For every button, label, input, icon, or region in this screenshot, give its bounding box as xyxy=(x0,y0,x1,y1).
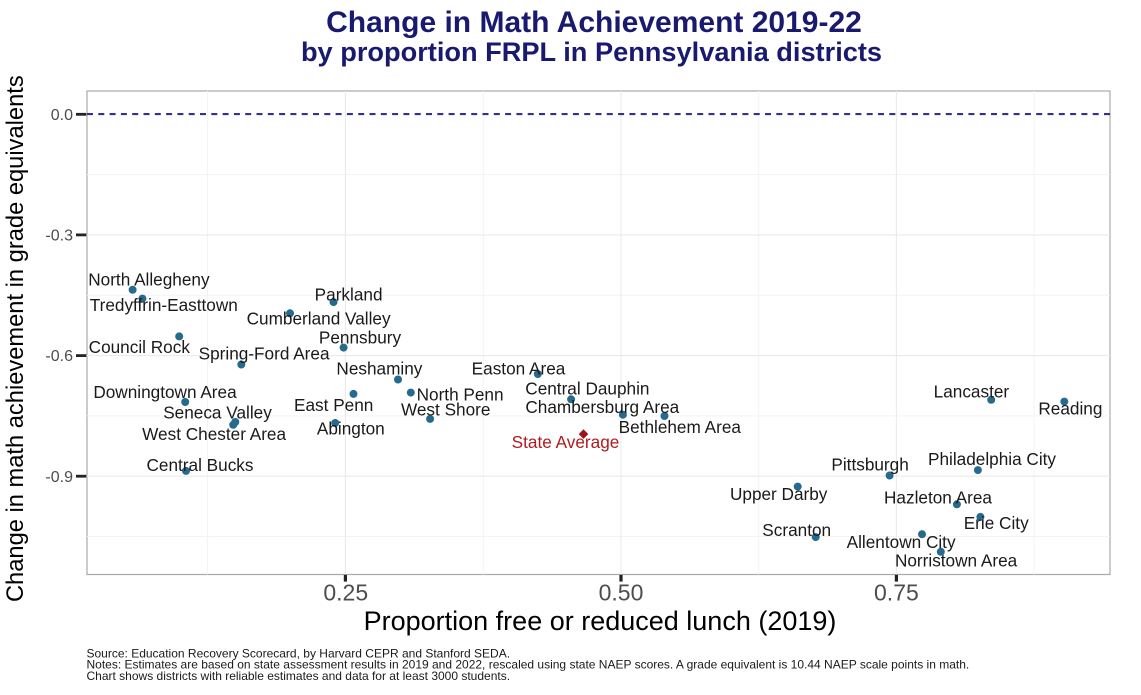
svg-text:Notes: Estimates are based on: Notes: Estimates are based on state asse… xyxy=(87,657,970,671)
svg-text:Reading: Reading xyxy=(1038,398,1102,418)
svg-text:Bethlehem Area: Bethlehem Area xyxy=(619,417,742,437)
svg-text:-0.9: -0.9 xyxy=(45,469,73,486)
svg-text:Pittsburgh: Pittsburgh xyxy=(831,455,908,475)
svg-text:North Penn: North Penn xyxy=(417,385,504,405)
svg-text:Upper Darby: Upper Darby xyxy=(730,484,828,504)
svg-text:Seneca Valley: Seneca Valley xyxy=(163,402,272,422)
svg-text:Lancaster: Lancaster xyxy=(934,381,1010,401)
svg-text:Scranton: Scranton xyxy=(762,520,831,540)
svg-text:Norristown Area: Norristown Area xyxy=(895,551,1018,571)
svg-text:0.25: 0.25 xyxy=(323,580,368,606)
svg-text:West Shore: West Shore xyxy=(401,400,490,420)
svg-text:-0.6: -0.6 xyxy=(45,348,73,365)
svg-text:-0.3: -0.3 xyxy=(45,228,73,245)
svg-text:Proportion free or reduced lun: Proportion free or reduced lunch (2019) xyxy=(364,606,837,636)
svg-text:Hazleton Area: Hazleton Area xyxy=(884,488,992,508)
svg-text:Change in Math Achievement 201: Change in Math Achievement 2019-22 xyxy=(326,6,862,39)
svg-text:Source: Education Recovery Sco: Source: Education Recovery Scorecard, by… xyxy=(87,647,511,661)
svg-text:0.0: 0.0 xyxy=(51,107,73,124)
svg-text:Abington: Abington xyxy=(317,419,385,439)
svg-text:Central Dauphin: Central Dauphin xyxy=(525,379,649,399)
svg-text:West Chester Area: West Chester Area xyxy=(142,424,286,444)
svg-text:Neshaminy: Neshaminy xyxy=(336,358,422,378)
svg-text:State Average: State Average xyxy=(512,432,620,452)
svg-text:Tredyffrin-Easttown: Tredyffrin-Easttown xyxy=(90,295,238,315)
svg-text:Change in math achievement in: Change in math achievement in grade equi… xyxy=(3,75,29,602)
svg-text:Philadelphia City: Philadelphia City xyxy=(928,449,1056,469)
svg-text:Cumberland Valley: Cumberland Valley xyxy=(247,308,391,328)
svg-text:Central Bucks: Central Bucks xyxy=(147,455,254,475)
svg-text:by proportion FRPL in Pennsylv: by proportion FRPL in Pennsylvania distr… xyxy=(301,36,882,67)
svg-text:North Allegheny: North Allegheny xyxy=(88,270,210,290)
svg-text:Council Rock: Council Rock xyxy=(89,337,191,357)
svg-text:Allentown City: Allentown City xyxy=(847,532,956,552)
svg-text:East Penn: East Penn xyxy=(294,395,373,415)
svg-text:Chambersburg Area: Chambersburg Area xyxy=(525,397,679,417)
svg-text:Parkland: Parkland xyxy=(315,285,383,305)
svg-text:Erie City: Erie City xyxy=(964,513,1029,533)
svg-text:Chart shows districts with rel: Chart shows districts with reliable esti… xyxy=(87,669,511,683)
svg-text:Downingtown Area: Downingtown Area xyxy=(93,382,237,402)
svg-text:0.50: 0.50 xyxy=(599,580,644,606)
svg-text:0.75: 0.75 xyxy=(874,580,919,606)
svg-text:Easton Area: Easton Area xyxy=(472,359,566,379)
svg-text:Pennsbury: Pennsbury xyxy=(319,328,402,348)
svg-text:Spring-Ford Area: Spring-Ford Area xyxy=(199,343,330,363)
